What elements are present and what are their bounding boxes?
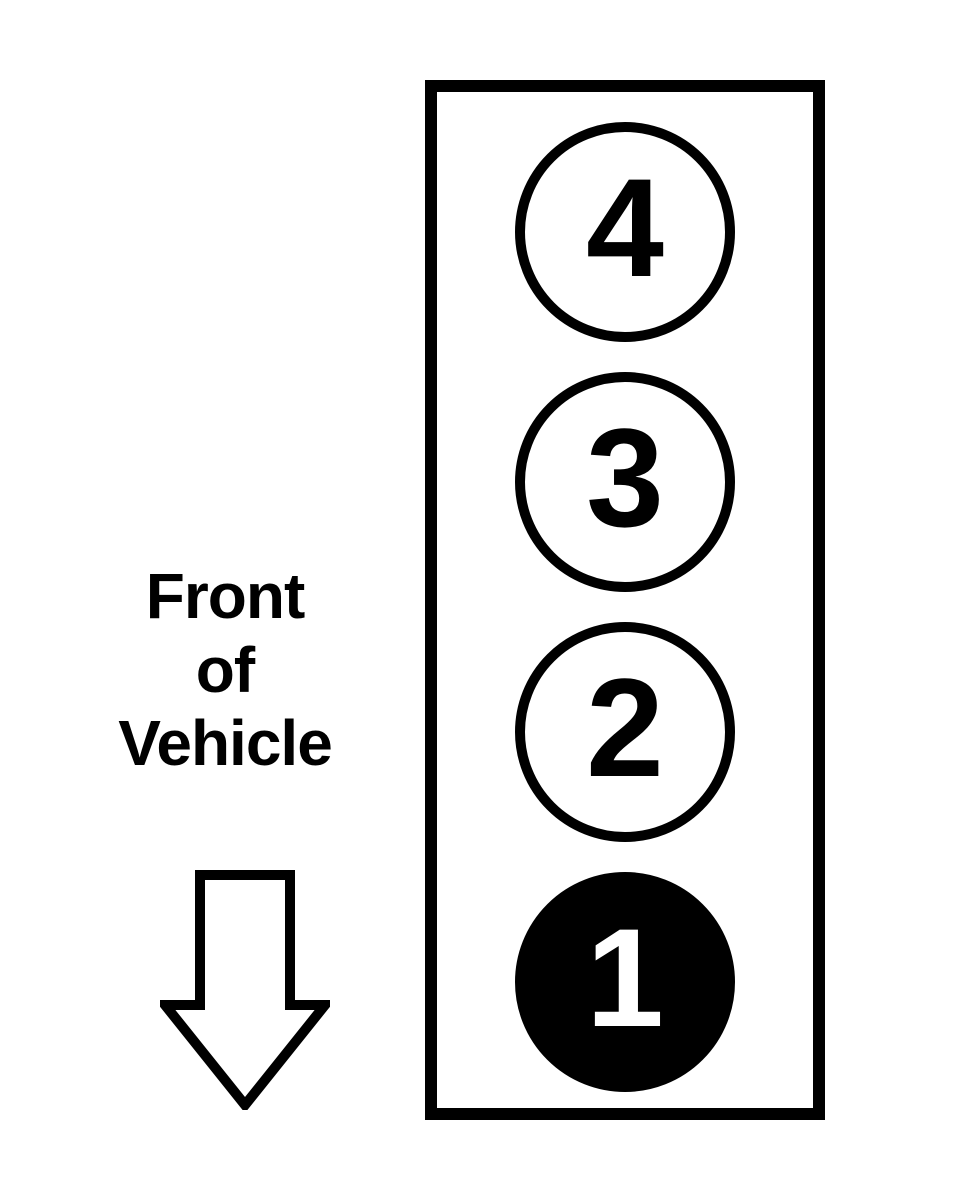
label-line-3: Vehicle xyxy=(60,707,390,781)
cylinder-4: 4 xyxy=(515,122,735,342)
cylinder-2-number: 2 xyxy=(586,658,664,798)
cylinder-3-number: 3 xyxy=(586,408,664,548)
diagram-container: Front of Vehicle 4 3 2 1 xyxy=(0,0,957,1184)
cylinder-3: 3 xyxy=(515,372,735,592)
cylinder-4-number: 4 xyxy=(586,158,664,298)
label-line-1: Front xyxy=(60,560,390,634)
cylinder-2: 2 xyxy=(515,622,735,842)
cylinder-1-number: 1 xyxy=(586,908,664,1048)
front-of-vehicle-label: Front of Vehicle xyxy=(60,560,390,781)
label-line-2: of xyxy=(60,634,390,708)
engine-block: 4 3 2 1 xyxy=(425,80,825,1120)
down-arrow-icon xyxy=(160,870,330,1115)
cylinder-1: 1 xyxy=(515,872,735,1092)
